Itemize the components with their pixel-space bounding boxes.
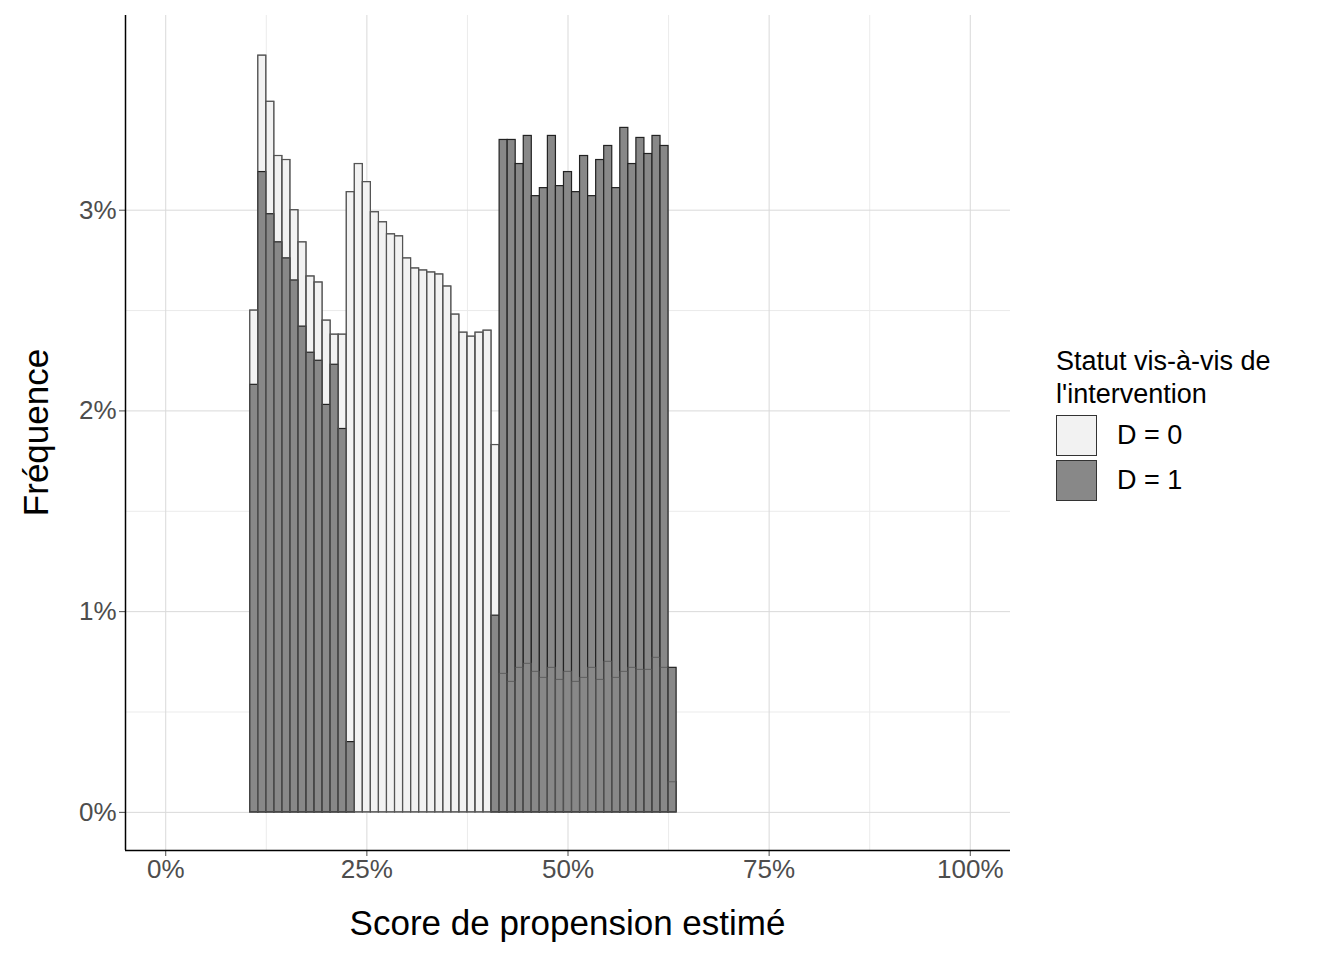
svg-text:Fréquence: Fréquence [16, 349, 55, 516]
html-text:Statut vis-à-vis de l'interven: Statut vis-à-vis de l'intervention [1056, 346, 1271, 409]
svg-text:2%: 2% [79, 395, 117, 425]
html-text:D = 0: D = 0 [1117, 420, 1183, 450]
html-text:D = 1: D = 1 [1117, 465, 1183, 495]
svg-text:0%: 0% [79, 797, 117, 827]
svg-text:Score de propension estimé: Score de propension estimé [350, 903, 786, 942]
svg-text:50%: 50% [542, 854, 594, 884]
svg-text:100%: 100% [937, 854, 1004, 884]
svg-text:0%: 0% [147, 854, 185, 884]
svg-text:25%: 25% [341, 854, 393, 884]
svg-text:3%: 3% [79, 195, 117, 225]
svg-text:1%: 1% [79, 596, 117, 626]
svg-text:75%: 75% [743, 854, 795, 884]
